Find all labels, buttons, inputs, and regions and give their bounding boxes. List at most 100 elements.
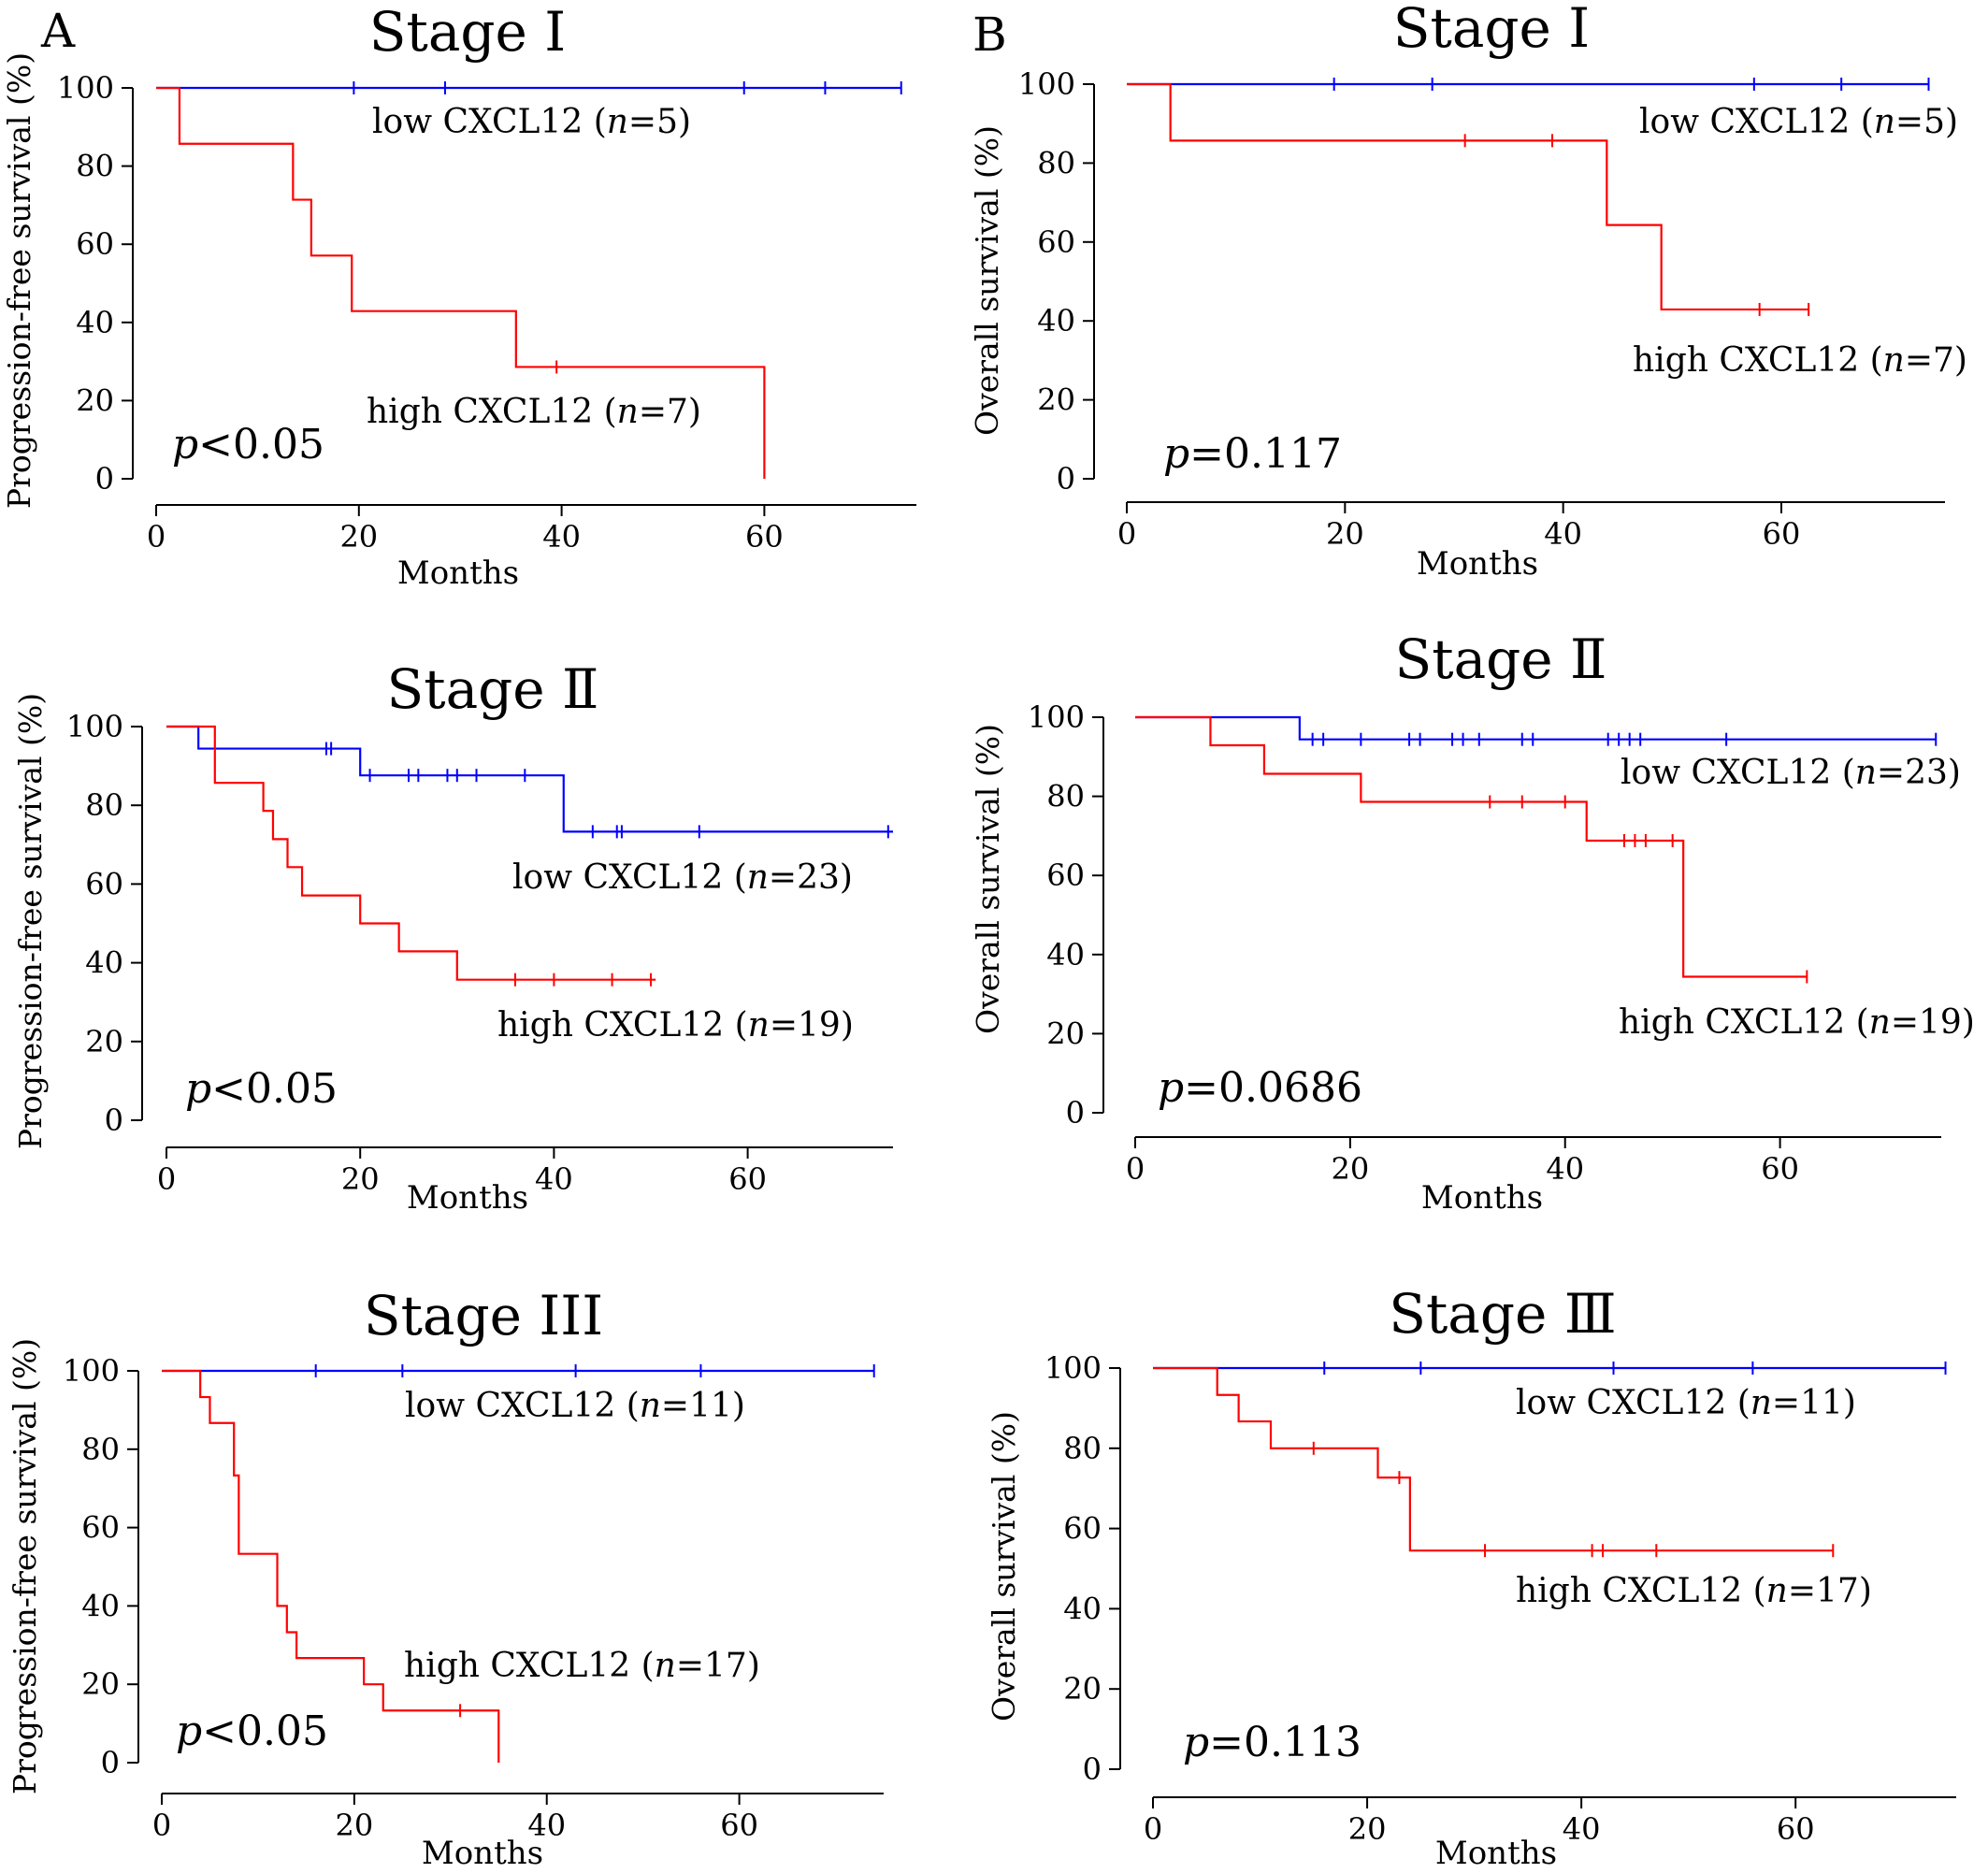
x-tick-label: 0 <box>1117 516 1136 552</box>
x-tick-label: 0 <box>152 1808 171 1843</box>
legend-high: high CXCL12 (n=7) <box>1633 341 1967 380</box>
legend-low: low CXCL12 (n=5) <box>372 103 691 141</box>
x-tick-label: 60 <box>1763 516 1801 552</box>
y-tick-label: 80 <box>1063 1431 1102 1466</box>
legend-high: high CXCL12 (n=19) <box>1619 1003 1975 1042</box>
chart-3: Stage Ⅱ 0 20 40 60 80 100 0 20 40 60 Months Progress… <box>12 657 893 1217</box>
y-tick-label: 0 <box>1066 1095 1085 1131</box>
y-tick-label: 40 <box>1063 1591 1102 1626</box>
survival-curve-high <box>1127 82 1809 311</box>
y-tick-label: 20 <box>1046 1016 1085 1051</box>
legend-low: low CXCL12 (n=11) <box>1516 1384 1856 1422</box>
y-tick-label: 100 <box>1028 699 1085 735</box>
x-tick-label: 40 <box>527 1808 566 1843</box>
y-axis-label: Overall survival (%) <box>969 125 1005 436</box>
legend-low: low CXCL12 (n=5) <box>1639 103 1958 141</box>
survival-curve-high <box>1153 1366 1834 1552</box>
y-axis-label: Progression-free survival (%) <box>12 693 49 1149</box>
chart-title: Stage Ⅱ <box>1395 627 1607 691</box>
y-tick-label: 0 <box>95 461 114 497</box>
y-tick-label: 20 <box>76 382 114 418</box>
x-tick-label: 40 <box>1546 1151 1584 1187</box>
y-axis-label: Overall survival (%) <box>970 724 1006 1034</box>
p-value: p=0.117 <box>1163 430 1342 478</box>
panel-label-a: A <box>40 4 76 58</box>
x-tick-label: 0 <box>1126 1151 1145 1187</box>
x-axis-label: Months <box>1435 1835 1557 1872</box>
x-tick-label: 20 <box>339 519 378 555</box>
p-value: p<0.05 <box>172 421 324 468</box>
p-value: p<0.05 <box>185 1065 338 1113</box>
y-tick-label: 60 <box>76 226 114 262</box>
x-tick-label: 60 <box>745 519 784 555</box>
survival-curve-high <box>1135 715 1808 978</box>
x-tick-label: 20 <box>1348 1811 1387 1847</box>
y-tick-label: 0 <box>105 1102 123 1138</box>
y-tick-label: 20 <box>81 1666 120 1702</box>
y-tick-label: 60 <box>1063 1511 1102 1547</box>
survival-curve-low <box>166 725 893 833</box>
x-axis-label: Months <box>1421 1179 1543 1217</box>
y-tick-label: 0 <box>1083 1751 1102 1787</box>
x-tick-label: 60 <box>720 1808 758 1843</box>
chart-2: Stage Ⅰ 0 20 40 60 80 100 0 20 40 60 Months Overall … <box>969 0 1967 583</box>
chart-1: Stage Ⅰ 0 20 40 60 80 100 0 20 40 60 Months Progress… <box>1 0 916 592</box>
y-tick-label: 60 <box>1037 224 1075 260</box>
chart-title: Stage Ⅰ <box>1393 0 1590 60</box>
y-tick-label: 20 <box>1063 1671 1102 1707</box>
y-tick-label: 100 <box>63 1353 120 1389</box>
y-tick-label: 40 <box>81 1588 120 1623</box>
chart-4: Stage Ⅱ 0 20 40 60 80 100 0 20 40 60 Months Overall … <box>970 627 1975 1217</box>
x-tick-label: 60 <box>1777 1811 1815 1847</box>
y-tick-label: 100 <box>1044 1350 1102 1386</box>
survival-curve-high <box>156 86 766 479</box>
y-tick-label: 80 <box>81 1432 120 1467</box>
chart-5: Stage III 0 20 40 60 80 100 0 20 40 60 Months Progre… <box>7 1284 884 1872</box>
y-axis-label: Progression-free survival (%) <box>1 52 37 509</box>
p-value: p=0.0686 <box>1158 1064 1362 1112</box>
p-value: p<0.05 <box>176 1707 328 1755</box>
chart-6: Stage Ⅲ 0 20 40 60 80 100 0 20 40 60 Months Overall … <box>986 1282 1956 1872</box>
x-tick-label: 20 <box>1332 1151 1370 1187</box>
legend-high: high CXCL12 (n=17) <box>1516 1572 1872 1610</box>
x-tick-label: 60 <box>728 1161 767 1197</box>
x-tick-label: 40 <box>1544 516 1582 552</box>
y-axis-label: Overall survival (%) <box>986 1411 1022 1722</box>
chart-title: Stage Ⅲ <box>1389 1282 1616 1346</box>
y-tick-label: 0 <box>101 1745 120 1780</box>
y-tick-label: 40 <box>1046 937 1085 973</box>
y-tick-label: 100 <box>66 709 123 744</box>
chart-title: Stage Ⅰ <box>369 0 566 64</box>
y-tick-label: 40 <box>85 945 123 981</box>
x-tick-label: 20 <box>341 1161 380 1197</box>
y-tick-label: 80 <box>1037 145 1075 180</box>
x-tick-label: 40 <box>1563 1811 1601 1847</box>
p-value: p=0.113 <box>1183 1719 1361 1766</box>
y-tick-label: 100 <box>57 70 114 106</box>
y-tick-label: 60 <box>81 1510 120 1546</box>
x-tick-label: 0 <box>1144 1811 1162 1847</box>
y-tick-label: 100 <box>1018 66 1075 102</box>
y-tick-label: 20 <box>1037 382 1075 418</box>
x-tick-label: 0 <box>157 1161 176 1197</box>
x-tick-label: 40 <box>542 519 581 555</box>
legend-low: low CXCL12 (n=23) <box>1621 754 1961 792</box>
survival-curve-high <box>166 725 656 981</box>
x-axis-label: Months <box>1417 545 1538 583</box>
panel-label-b: B <box>972 7 1007 62</box>
y-tick-label: 80 <box>85 787 123 823</box>
x-axis-label: Months <box>397 555 519 592</box>
y-tick-label: 40 <box>76 305 114 340</box>
y-tick-label: 60 <box>1046 857 1085 893</box>
y-tick-label: 20 <box>85 1024 123 1059</box>
legend-low: low CXCL12 (n=11) <box>405 1387 745 1425</box>
y-tick-label: 80 <box>1046 779 1085 814</box>
legend-high: high CXCL12 (n=17) <box>404 1647 760 1685</box>
chart-title: Stage III <box>364 1284 603 1347</box>
y-tick-label: 60 <box>85 866 123 901</box>
x-axis-label: Months <box>422 1835 543 1872</box>
x-tick-label: 20 <box>336 1808 374 1843</box>
survival-curve-low <box>1135 715 1937 741</box>
